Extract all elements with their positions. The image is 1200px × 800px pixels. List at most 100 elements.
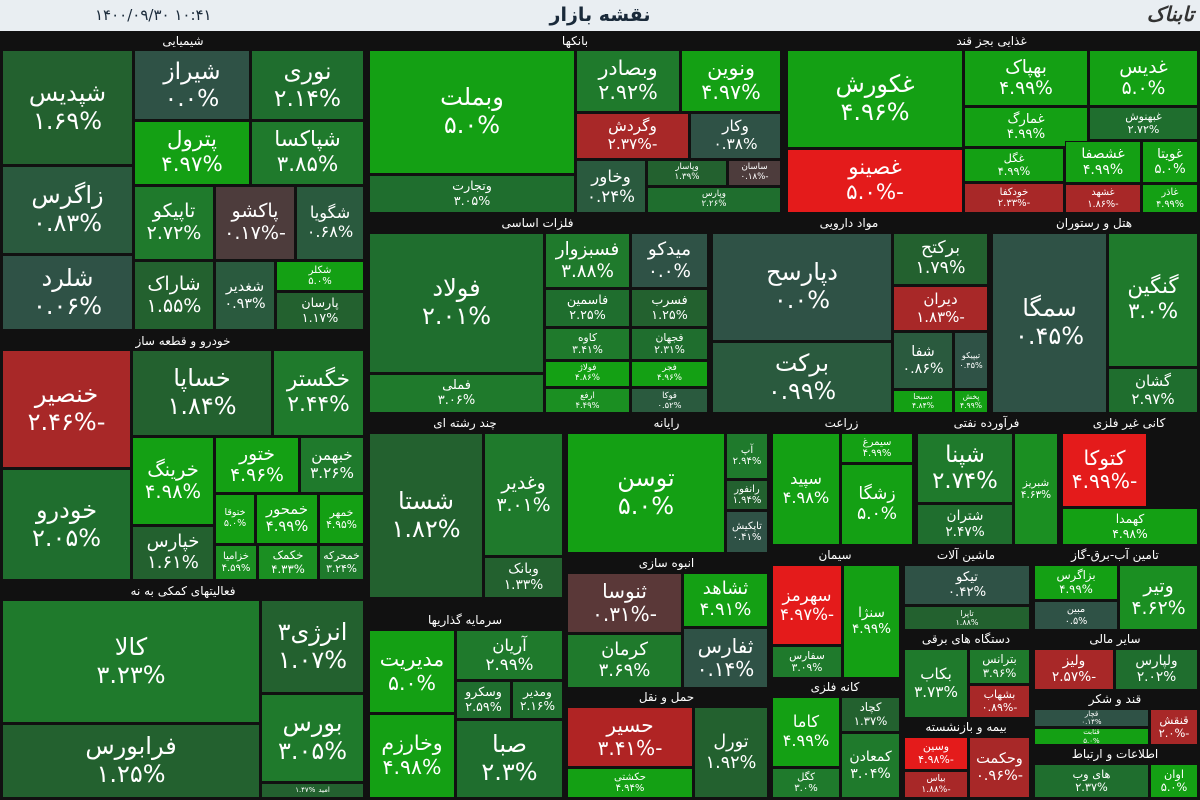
stock-tile: پترول ۴.۹۷% [134, 121, 250, 185]
stock-change: ۴.۳۳% [271, 561, 305, 576]
stock-tile: انرژی۳ ۱.۰۷% [261, 600, 364, 693]
stock-name: غکورش [835, 70, 915, 99]
stock-tile: تیپیکو ۰.۴۵% [954, 332, 988, 389]
stock-tile: بورس ۳.۰۵% [261, 694, 364, 782]
stock-name: تورل [713, 732, 749, 753]
stock-name: بهپاک [1005, 56, 1047, 78]
stock-change: ۲.۹۲% [598, 80, 658, 104]
stock-tile: غبهنوش ۲.۷۲% [1089, 107, 1198, 140]
stock-change: -۴.۹۷% [780, 605, 834, 624]
stock-change: ۰.۸۶% [902, 360, 944, 377]
sector-header: غذایی بجز قند [785, 33, 1198, 50]
stock-tile: غاذر ۴.۹۹% [1142, 184, 1198, 213]
stock-name: بیاس [926, 774, 946, 785]
stock-name: فوکا [662, 389, 677, 400]
stock-name: شاراک [147, 272, 201, 295]
stock-name: سهرمز [782, 585, 832, 605]
stock-tile: کاما ۴.۹۹% [772, 697, 840, 767]
stock-tile: کمعادن ۳.۰۴% [841, 733, 900, 798]
sector-header: فرآورده نفتی [915, 415, 1058, 432]
stock-change: ۰.۲۴% [587, 186, 635, 206]
stock-tile: ولپارس ۲.۰۲% [1115, 649, 1198, 690]
stock-tile: تیکو ۰.۴۲% [904, 565, 1030, 605]
stock-change: ۰.۱۴% [1081, 718, 1102, 726]
stock-change: ۴.۹۶% [840, 98, 910, 126]
stock-tile: بهپاک ۴.۹۹% [964, 50, 1088, 106]
stock-tile: برکتح ۱.۷۹% [893, 233, 988, 285]
stock-name: فسبزوار [555, 239, 620, 261]
stock-tile: پخش ۴.۹۹% [954, 390, 988, 413]
stock-tile: بترانس ۳.۹۶% [969, 649, 1030, 684]
stock-change: ۳.۴۱% [572, 343, 603, 356]
stock-name: ولیز [1062, 652, 1086, 669]
sector-header: تامین آب-برق-گاز [1032, 547, 1198, 564]
stock-name: شلرد [41, 263, 94, 292]
stock-tile: ثنوسا -۰.۳۱% [567, 573, 682, 633]
stock-change: -۰.۱۷% [224, 222, 286, 244]
stock-name: پارسان [301, 295, 339, 311]
stock-change: ۲.۹۷% [1131, 389, 1175, 408]
stock-change: ۳.۰% [1127, 299, 1179, 324]
stock-change: -۱.۸۸% [921, 784, 951, 795]
stock-tile: خمحور ۴.۹۹% [256, 494, 318, 544]
sector-header: کانی غیر فلزی [1060, 415, 1198, 432]
stock-name: وکار [722, 117, 749, 136]
sector-header: سایر مالی [1032, 631, 1198, 648]
stock-tile: غمارگ ۴.۹۹% [964, 107, 1088, 147]
page-title: نقشه بازار [549, 4, 651, 26]
stock-tile: غشهد -۱.۸۶% [1065, 184, 1141, 213]
stock-name: های وب [1072, 766, 1111, 781]
stock-name: کاما [792, 712, 820, 732]
stock-change: ۴.۸۴% [911, 400, 935, 410]
stock-change: ۳.۰۵% [277, 737, 348, 765]
stock-change: ۲.۵۹% [465, 699, 502, 714]
stock-change: ۱.۹۴% [732, 495, 762, 506]
stock-tile: وخارزم ۴.۹۸% [369, 714, 455, 798]
stock-name: خگستر [286, 367, 351, 393]
stock-tile: وگردش -۲.۳۷% [576, 113, 689, 159]
stock-change: ۴.۹۹% [1059, 581, 1093, 596]
stock-change: ۰.۰% [773, 286, 831, 314]
stock-name: فولاد [432, 274, 481, 303]
stock-name: خنصیر [34, 380, 99, 409]
stock-name: خمحرکه [323, 549, 360, 563]
stock-tile: خودرو ۲.۰۵% [2, 469, 131, 580]
stock-tile: کچاد ۱.۳۷% [841, 697, 900, 732]
stock-name: قثابت [1083, 728, 1100, 737]
stock-tile: فرابورس ۱.۲۵% [2, 724, 260, 798]
stock-name: غاذر [1161, 187, 1179, 199]
stock-change: ۳.۶۹% [598, 660, 651, 681]
stock-tile: خگستر ۲.۴۴% [273, 350, 364, 436]
stock-name: کمعادن [849, 749, 892, 766]
stock-name: کهمدا [1115, 512, 1145, 527]
stock-name: سیمرغ [862, 436, 892, 448]
stock-tile: کگل ۳.۰% [772, 768, 840, 798]
stock-tile: مبین ۰.۵% [1034, 601, 1118, 630]
sector-header: ماشین آلات [902, 547, 1030, 564]
stock-tile: کتوکا -۴.۹۹% [1062, 433, 1147, 507]
stock-change: -۲.۳۷% [607, 135, 658, 153]
stock-change: ۴.۹۹% [1156, 198, 1184, 210]
stock-name: غمارگ [1007, 111, 1045, 127]
stock-tile: قثابت ۵.۰% [1034, 728, 1149, 745]
stock-name: برکت [774, 349, 830, 378]
stock-change: -۲.۵۷% [1051, 668, 1097, 685]
stock-tile: بزاگرس ۴.۹۹% [1034, 565, 1118, 600]
stock-change: ۴.۵۹% [221, 562, 251, 574]
stock-tile: خنصیر -۲.۴۶% [2, 350, 131, 468]
stock-change: ۳.۲۴% [326, 561, 357, 575]
stock-tile: شاراک ۱.۵۵% [134, 261, 214, 330]
stock-tile: شلرد ۰.۰۶% [2, 255, 133, 330]
stock-name: خمهر [329, 505, 354, 519]
stock-name: بورس [282, 709, 343, 738]
stock-name: خودرو [35, 495, 98, 524]
stock-change: ۴.۶۳% [1020, 489, 1052, 501]
sector-header: کانه فلزی [770, 679, 900, 696]
stock-name: فسرب [651, 292, 688, 308]
stock-change: ۱.۲۵% [651, 307, 688, 322]
stock-tile: خساپا ۱.۸۴% [132, 350, 272, 436]
stock-name: سپید [790, 469, 822, 489]
stock-name: ختوقا [224, 507, 246, 519]
stock-change: ۳.۹۶% [982, 665, 1017, 680]
stock-change: ۱.۶۹% [32, 106, 103, 135]
